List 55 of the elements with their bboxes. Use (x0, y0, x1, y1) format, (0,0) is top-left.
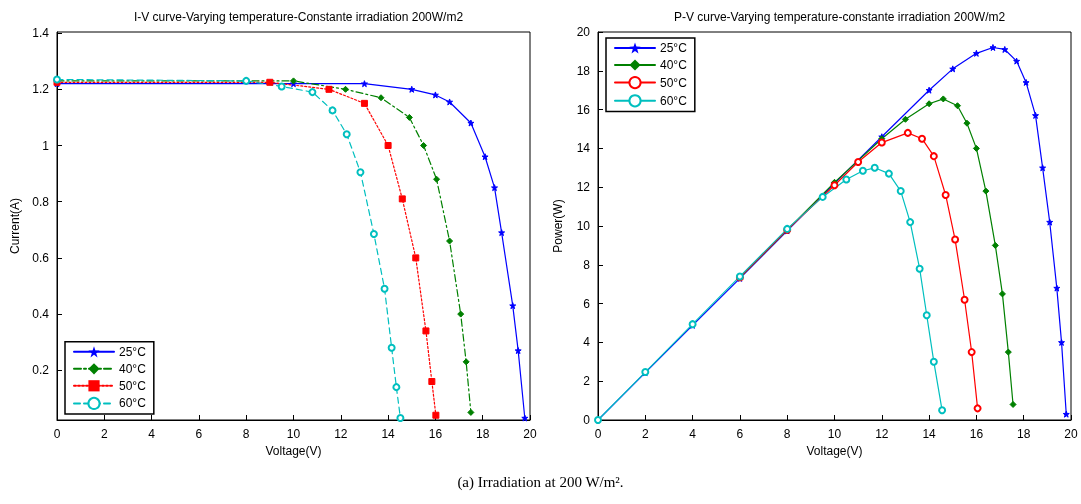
y-axis-title: Power(W) (551, 199, 565, 253)
x-tick-label: 0 (594, 427, 602, 441)
y-tick-label: 16 (576, 102, 591, 117)
y-tick-label: 0.2 (32, 363, 50, 378)
y-tick-label: 2 (583, 374, 591, 389)
x-tick-label: 8 (242, 427, 250, 441)
x-tick-label: 4 (148, 427, 156, 441)
legend-label: 25°C (660, 41, 688, 55)
x-tick-label: 2 (641, 427, 649, 441)
y-tick-label: 10 (576, 219, 591, 233)
x-tick-label: 20 (523, 427, 537, 441)
x-tick-label: 6 (195, 427, 203, 441)
y-tick-label: 12 (576, 180, 591, 195)
y-tick-label: 0.4 (32, 307, 50, 322)
chart-title: P-V curve-Varying temperature-constante irradiation 200W/m2 (673, 10, 1006, 24)
x-tick-label: 16 (428, 427, 443, 441)
legend-label: 60°C (119, 396, 147, 411)
chart-title: I-V curve-Varying temperature-Constante irradiation 200W/m2 (133, 10, 464, 24)
x-tick-label: 14 (381, 427, 396, 441)
x-tick-label: 0 (53, 427, 61, 441)
y-tick-label: 6 (583, 296, 591, 311)
x-tick-label: 2 (100, 427, 108, 441)
legend-label: 60°C (660, 93, 688, 108)
x-tick-label: 10 (827, 427, 842, 441)
y-tick-label: 0.8 (32, 194, 50, 209)
y-tick-label: 1 (42, 138, 50, 153)
y-tick-label: 20 (576, 25, 591, 39)
legend-label: 50°C (660, 75, 688, 90)
x-tick-label: 6 (736, 427, 744, 441)
y-tick-label: 18 (576, 63, 591, 78)
x-axis-title: Voltage(V) (265, 443, 322, 458)
x-tick-label: 8 (783, 427, 791, 441)
x-tick-label: 18 (476, 427, 490, 441)
x-tick-label: 12 (334, 427, 348, 441)
y-tick-label: 8 (583, 257, 591, 272)
x-tick-label: 20 (1064, 427, 1078, 441)
y-tick-label: 1.2 (32, 82, 50, 97)
x-tick-label: 18 (1017, 427, 1031, 441)
y-tick-label: 0 (583, 413, 591, 427)
y-axis-title: Current(A) (8, 197, 23, 255)
legend-label: 40°C (660, 58, 688, 72)
legend-label: 40°C (119, 361, 147, 376)
x-tick-label: 12 (875, 427, 889, 441)
y-tick-label: 4 (583, 335, 591, 350)
legend-label: 50°C (119, 378, 147, 393)
y-tick-label: 0.6 (32, 250, 50, 265)
legend-label: 25°C (119, 344, 147, 359)
x-tick-label: 4 (689, 427, 697, 441)
y-tick-label: 1.4 (32, 26, 50, 41)
x-tick-label: 16 (969, 427, 984, 441)
text: (a) Irradiation at 200 W/m². (456, 474, 625, 491)
x-axis-title: Voltage(V) (806, 443, 863, 458)
y-tick-label: 14 (576, 141, 591, 156)
x-tick-label: 10 (286, 427, 301, 441)
x-tick-label: 14 (922, 427, 937, 441)
